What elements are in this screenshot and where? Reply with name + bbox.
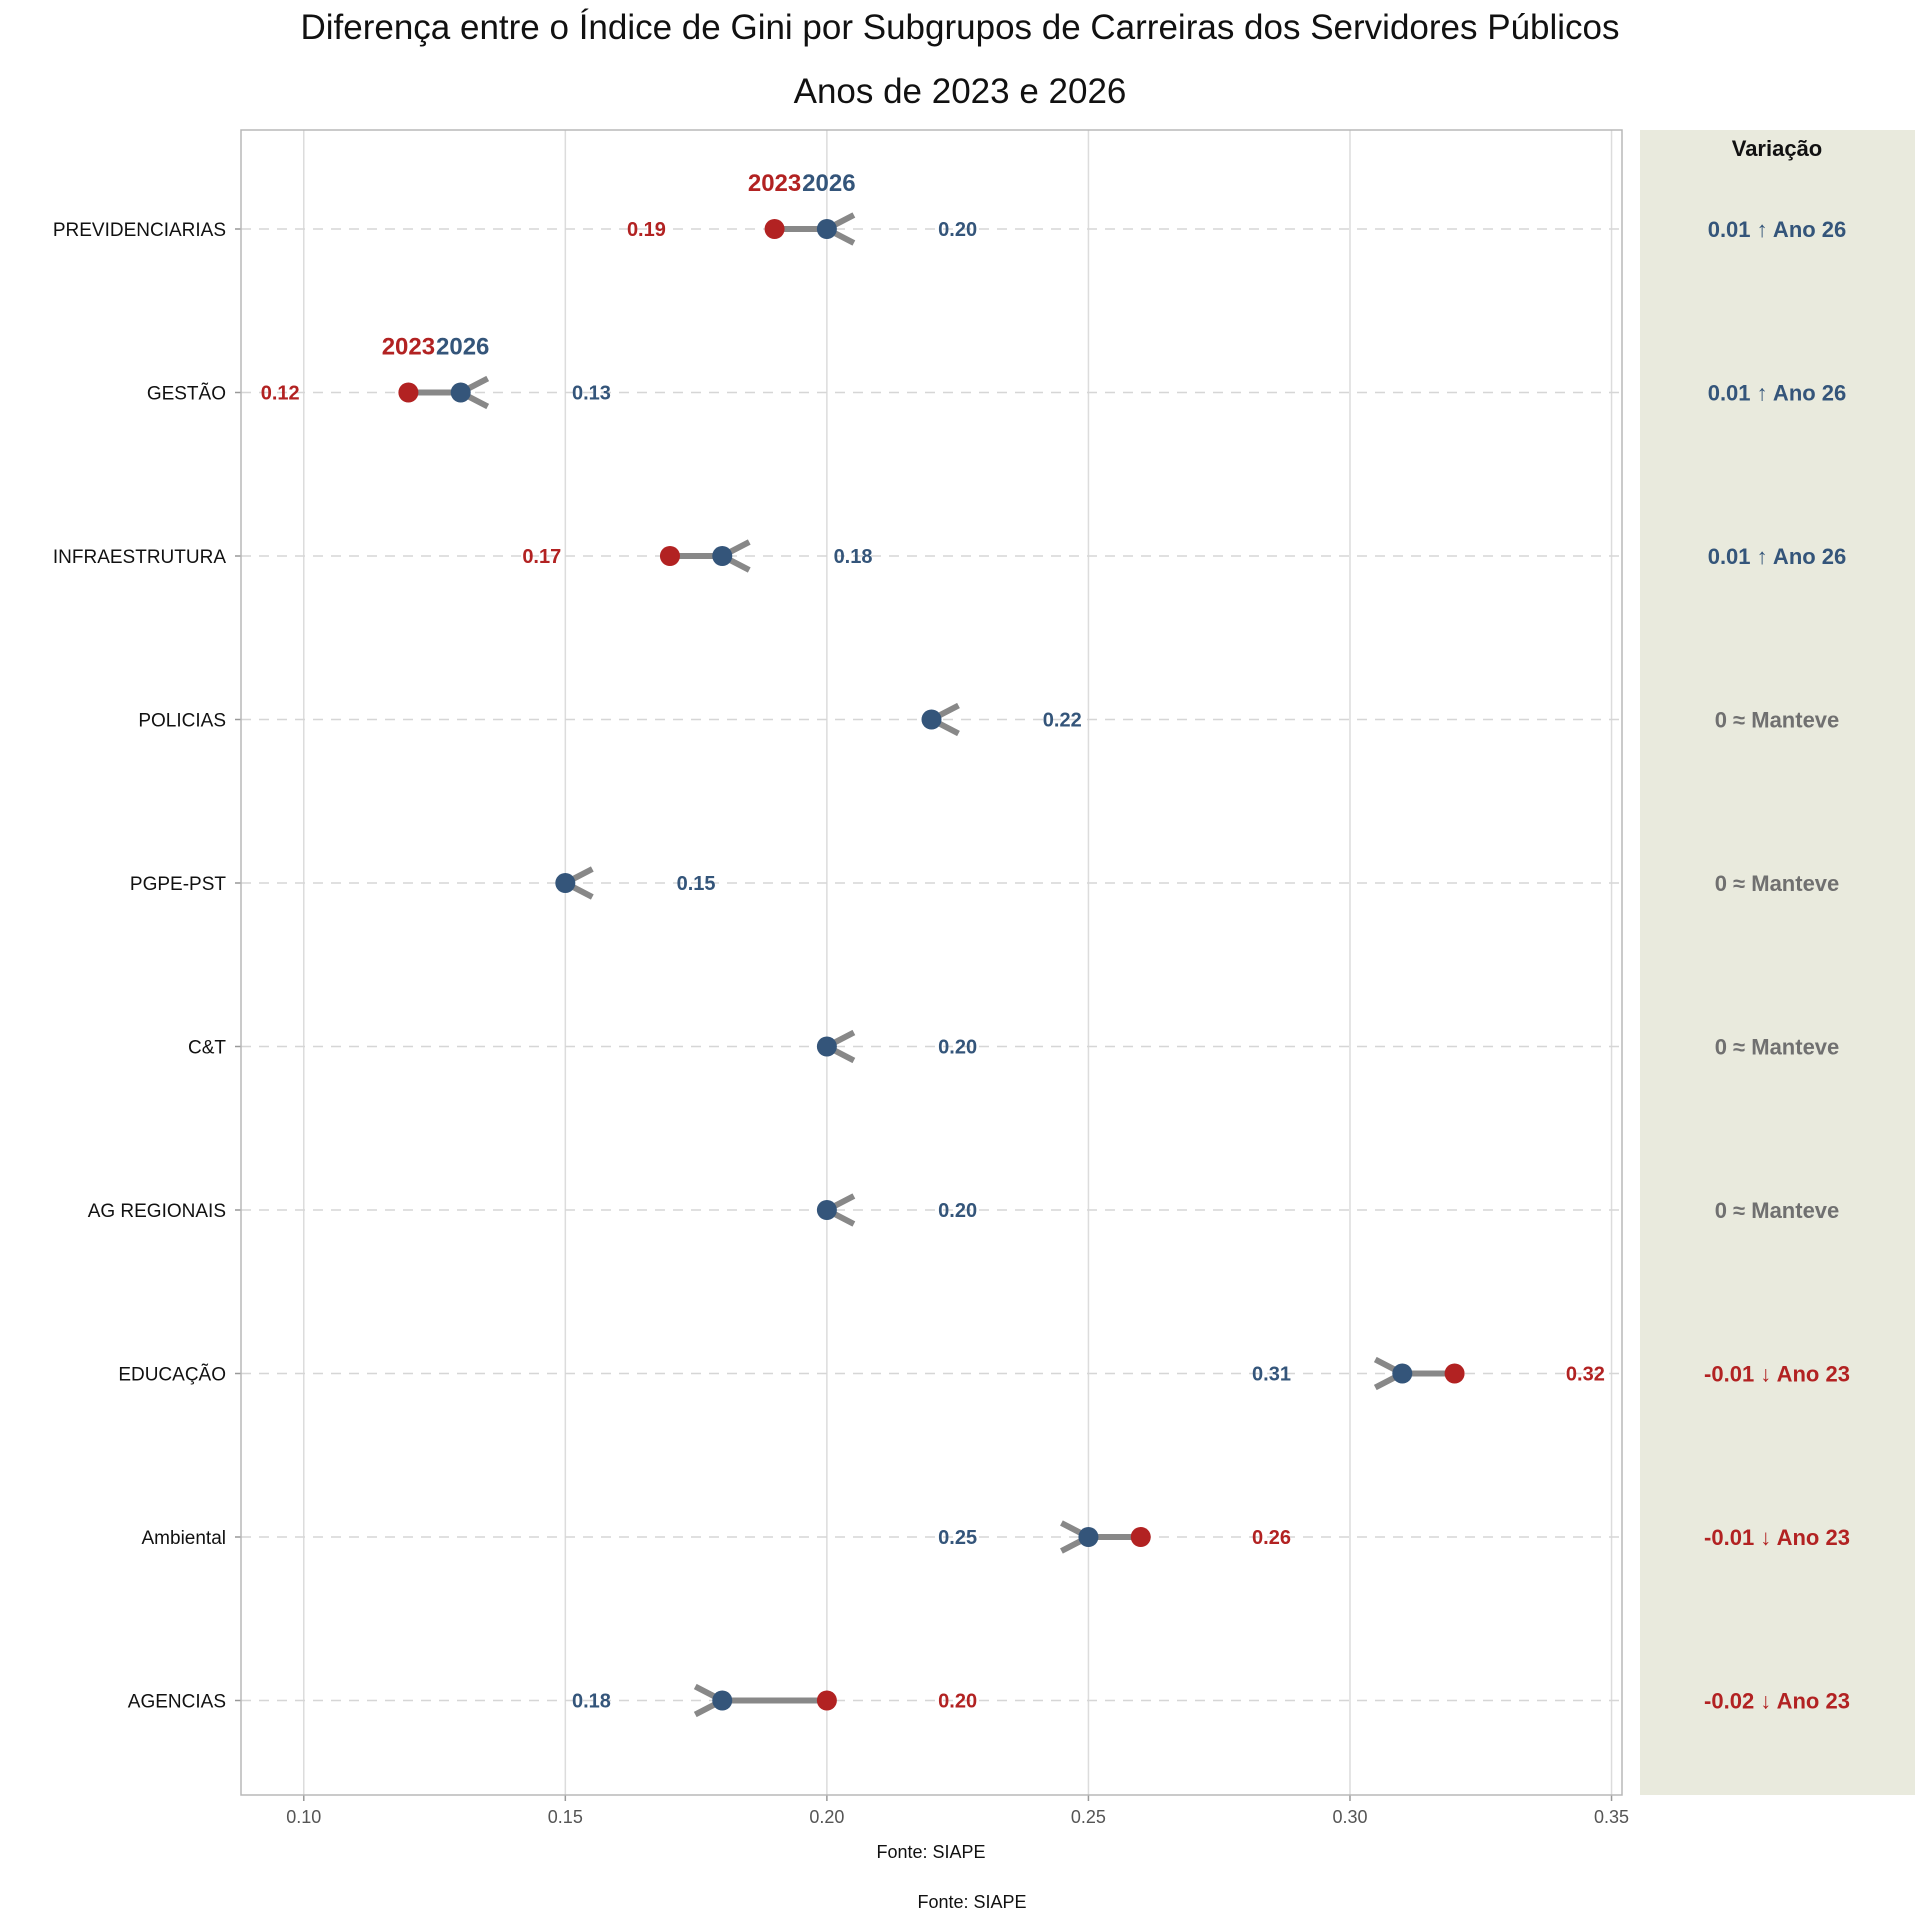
point-2023	[1130, 1527, 1151, 1547]
point-2023	[764, 219, 785, 239]
point-2026	[816, 219, 837, 239]
value-label-2023: 0.32	[1566, 1364, 1605, 1386]
caption: Fonte: SIAPE	[917, 1892, 1027, 1912]
x-tick-label: 0.35	[1594, 1807, 1629, 1827]
value-label-2026: 0.13	[572, 383, 611, 405]
grid-layer: 0.10 0.15 0.20 0.25 0.30 0.35	[235, 130, 1629, 1827]
variation-value: -0.01 ↓ Ano 23	[1704, 1525, 1850, 1550]
category-label: GESTÃO	[147, 383, 226, 405]
variation-value: -0.02 ↓ Ano 23	[1704, 1689, 1850, 1714]
point-2026	[712, 1690, 733, 1711]
variation-value: 0 ≈ Manteve	[1715, 708, 1840, 733]
variation-value: -0.01 ↓ Ano 23	[1704, 1362, 1850, 1387]
x-tick-label: 0.15	[548, 1807, 583, 1827]
chart-subtitle: Anos de 2023 e 2026	[793, 72, 1127, 111]
point-2026	[816, 1200, 837, 1220]
variation-value: 0 ≈ Manteve	[1715, 871, 1840, 896]
point-2023	[816, 1690, 837, 1711]
variation-header: Variação	[1732, 136, 1823, 161]
x-tick-label: 0.30	[1332, 1807, 1367, 1827]
legend-2023: 2023	[382, 334, 435, 361]
point-2026	[1392, 1363, 1413, 1384]
x-tick-label: 0.25	[1071, 1807, 1106, 1827]
category-label: C&T	[188, 1038, 226, 1059]
value-label-2026: 0.20	[938, 1037, 977, 1059]
value-label-2026: 0.22	[1043, 710, 1082, 732]
point-2023	[1444, 1363, 1465, 1384]
point-2023	[659, 546, 680, 566]
point-2026	[816, 1036, 837, 1057]
category-label: Ambiental	[142, 1528, 227, 1549]
plot-frame	[240, 129, 1623, 1796]
value-label-2026: 0.25	[938, 1527, 977, 1549]
category-label: AG REGIONAIS	[88, 1201, 226, 1222]
legend-2026: 2026	[802, 170, 855, 197]
x-tick-label: 0.10	[286, 1807, 321, 1827]
point-2026	[712, 546, 733, 566]
point-2023	[398, 382, 419, 403]
variation-value: 0.01 ↑ Ano 26	[1708, 544, 1847, 569]
value-label-2023: 0.20	[938, 1691, 977, 1713]
value-label-2023: 0.17	[522, 546, 561, 568]
value-label-2023: 0.26	[1252, 1527, 1291, 1549]
value-label-2023: 0.19	[627, 219, 666, 241]
value-label-2026: 0.20	[938, 1200, 977, 1222]
x-tick-label: 0.20	[809, 1807, 844, 1827]
x-axis-label: Fonte: SIAPE	[876, 1842, 986, 1862]
legend-2023: 2023	[748, 170, 801, 197]
variation-value: 0.01 ↑ Ano 26	[1708, 217, 1847, 242]
chart-title: Diferença entre o Índice de Gini por Sub…	[300, 8, 1620, 47]
variation-value: 0 ≈ Manteve	[1715, 1198, 1840, 1223]
category-label: INFRAESTRUTURA	[53, 547, 226, 568]
value-label-2026: 0.18	[572, 1691, 611, 1713]
category-label: AGENCIAS	[128, 1692, 226, 1713]
value-label-2026: 0.18	[834, 546, 873, 568]
variation-value: 0 ≈ Manteve	[1715, 1035, 1840, 1060]
value-label-2026: 0.31	[1252, 1364, 1291, 1386]
variation-panel	[1640, 130, 1915, 1795]
value-label-2023: 0.12	[261, 383, 300, 405]
variation-value: 0.01 ↑ Ano 26	[1708, 381, 1847, 406]
legend-2026: 2026	[436, 334, 489, 361]
category-label: POLICIAS	[138, 711, 226, 732]
point-2026	[450, 382, 471, 403]
value-label-2026: 0.20	[938, 219, 977, 241]
value-label-2026: 0.15	[677, 873, 716, 895]
point-2026	[921, 709, 942, 730]
category-label: PREVIDENCIARIAS	[53, 220, 226, 241]
category-label: EDUCAÇÃO	[118, 1364, 226, 1386]
category-label: PGPE-PST	[130, 874, 226, 895]
point-2026	[1078, 1527, 1099, 1547]
point-2026	[555, 873, 576, 893]
